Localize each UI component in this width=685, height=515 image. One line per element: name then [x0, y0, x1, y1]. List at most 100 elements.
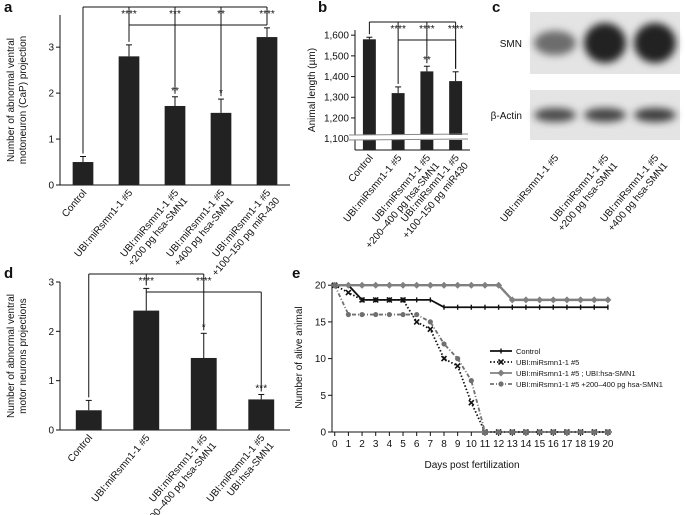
axis-break-line — [348, 138, 469, 141]
x-tick-label: 8 — [441, 439, 447, 450]
blot-band — [534, 108, 576, 122]
marker — [359, 311, 365, 318]
y-tick-label: 3 — [48, 43, 54, 54]
legend-label: UBI:miRsmn1-1 #5 ; UBI:hsa-SMN1 — [516, 369, 636, 378]
marker — [577, 429, 584, 435]
x-tick-label: 5 — [400, 439, 406, 450]
marker — [455, 356, 461, 362]
y-tick-label: 0 — [48, 181, 54, 192]
x-tick-label: 19 — [589, 439, 601, 450]
marker — [498, 381, 504, 387]
legend-label: UBI:miRsmn1-1 #5 — [516, 358, 579, 367]
marker — [414, 311, 420, 318]
bar — [420, 71, 434, 150]
bar — [210, 112, 232, 185]
marker — [358, 281, 366, 289]
bar — [72, 162, 94, 185]
x-tick-label: 9 — [455, 439, 461, 450]
marker — [605, 429, 611, 435]
x-tick-label: 2 — [359, 439, 365, 450]
panel-label: b — [318, 0, 327, 16]
marker — [508, 296, 516, 304]
legend-label: UBI:miRsmn1-1 #5 +200–400 pg hsa-SMN1 — [516, 380, 663, 389]
significance-label: **** — [390, 24, 406, 35]
bar — [133, 310, 160, 430]
bar — [391, 93, 405, 150]
series-line — [333, 284, 608, 433]
marker — [344, 281, 352, 289]
marker — [481, 281, 489, 289]
x-tick-label: 7 — [428, 439, 434, 450]
marker — [372, 281, 380, 289]
y-tick-label: 20 — [315, 281, 327, 292]
y-tick-label: 2 — [48, 327, 54, 338]
y-axis-label: Number of abnormal ventral — [6, 294, 17, 418]
x-tick-label: Control — [66, 433, 95, 465]
marker — [345, 311, 351, 318]
bar — [190, 357, 217, 430]
y-tick-label: 1,600 — [324, 31, 349, 42]
y-tick-label: 0 — [320, 428, 326, 439]
significance-label: *** — [169, 9, 181, 20]
marker — [468, 399, 475, 406]
y-tick-label: 1,100 — [324, 134, 349, 145]
marker — [496, 429, 502, 435]
bar — [362, 39, 376, 150]
marker — [497, 369, 505, 377]
bar — [164, 105, 186, 185]
significance-label: **** — [448, 24, 464, 35]
x-tick-label: Control — [347, 153, 376, 185]
x-tick-label: UBI:miRsmn1-1 #5 — [90, 433, 153, 505]
y-tick-label: 1,500 — [324, 51, 349, 62]
x-tick-label: 3 — [373, 439, 379, 450]
x-tick-label: 1 — [346, 439, 352, 450]
marker — [332, 282, 338, 288]
y-tick-label: 0 — [48, 426, 54, 437]
marker — [497, 358, 505, 366]
significance-label: **** — [259, 9, 275, 20]
marker — [509, 429, 515, 435]
marker — [441, 341, 447, 347]
bar — [449, 81, 463, 150]
y-tick-label: 1,400 — [324, 72, 349, 83]
bar — [248, 399, 275, 430]
y-tick-label: 1,300 — [324, 93, 349, 104]
significance-label: **** — [419, 24, 435, 35]
significance-label: **** — [138, 276, 154, 287]
x-tick-label: 17 — [561, 439, 573, 450]
marker — [523, 429, 529, 435]
blot-band — [534, 30, 576, 56]
x-tick-label: 14 — [520, 439, 532, 450]
axis-break — [349, 135, 468, 140]
y-tick-label: 10 — [315, 354, 327, 365]
x-tick-label: Control — [60, 188, 89, 220]
marker — [537, 429, 543, 435]
blot-band — [634, 108, 676, 122]
marker — [454, 362, 461, 370]
x-tick-label: 20 — [602, 439, 614, 450]
y-tick-label: 1 — [48, 135, 54, 146]
blot-row-label: β-Actin — [491, 111, 522, 122]
marker — [536, 296, 544, 304]
marker — [426, 281, 434, 289]
y-tick-label: 3 — [48, 278, 54, 289]
marker — [358, 296, 366, 303]
y-tick-label: 15 — [315, 317, 327, 328]
x-tick-label: 13 — [507, 439, 519, 450]
x-tick-label: 15 — [534, 439, 546, 450]
marker — [440, 355, 448, 362]
blot-row-label: SMN — [500, 39, 522, 50]
y-tick-label: 2 — [48, 89, 54, 100]
marker — [427, 319, 433, 325]
marker — [373, 311, 379, 318]
marker — [386, 311, 392, 318]
marker — [482, 429, 488, 435]
marker — [591, 429, 597, 435]
y-axis-label: motoneuron (CaP) projection — [18, 36, 29, 164]
marker — [399, 281, 407, 289]
marker — [577, 296, 585, 304]
x-tick-label: 12 — [493, 439, 505, 450]
x-tick-label: 10 — [466, 439, 478, 450]
marker — [399, 296, 407, 303]
